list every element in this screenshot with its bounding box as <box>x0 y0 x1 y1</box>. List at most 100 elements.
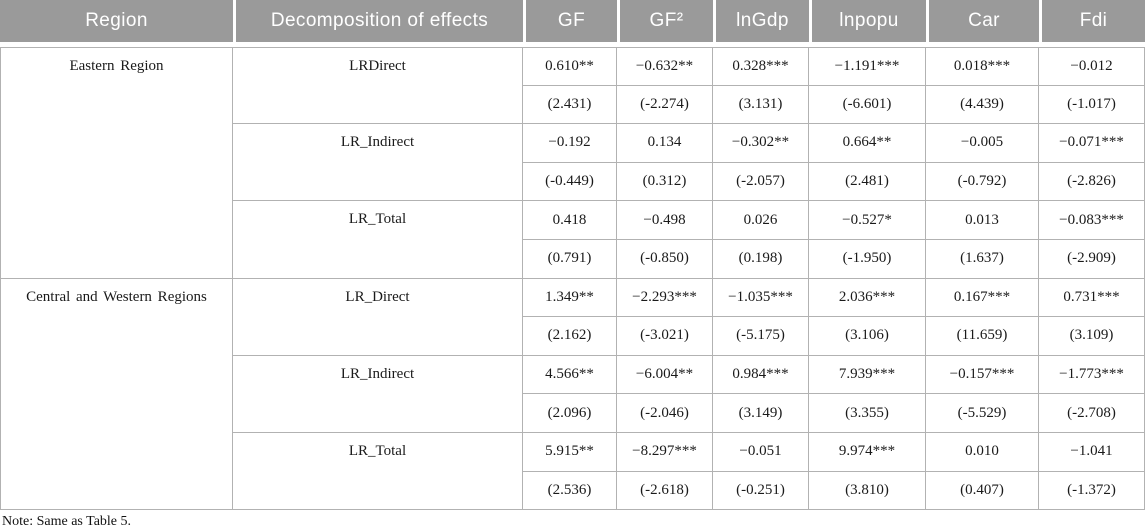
table-row: (-0.449) (0.312) (-2.057) (2.481) (-0.79… <box>0 162 1145 202</box>
effect-label: LRDirect <box>233 47 523 125</box>
coef-cell: 0.010 <box>926 432 1039 472</box>
tstat-cell: (-3.021) <box>617 317 713 356</box>
table-note: Note: Same as Table 5. <box>2 514 132 529</box>
coef-cell: −0.527* <box>809 201 926 240</box>
table-row: LR_Indirect 4.566** −6.004** 0.984*** 7.… <box>0 355 1145 433</box>
tstat-cell: (4.439) <box>926 85 1039 125</box>
tstat-cell: (0.312) <box>617 162 713 202</box>
coef-cell: 0.013 <box>926 201 1039 240</box>
table-row: (2.096) (-2.046) (3.149) (3.355) (-5.529… <box>0 394 1145 433</box>
effect-label: LR_Indirect <box>233 124 523 202</box>
tstat-cell: (2.481) <box>809 162 926 202</box>
tstat-cell: (-6.601) <box>809 85 926 125</box>
header-gf-squared: GF² <box>617 0 713 47</box>
tstat-cell: (2.536) <box>523 471 617 511</box>
tstat-cell: (3.109) <box>1039 317 1145 356</box>
tstat-cell: (-2.057) <box>713 162 809 202</box>
tstat-cell: (0.407) <box>926 471 1039 511</box>
header-car: Car <box>926 0 1039 47</box>
header-lngdp: lnGdp <box>713 0 809 47</box>
tstat-cell: (-0.792) <box>926 162 1039 202</box>
coef-cell: −0.192 <box>523 124 617 163</box>
coef-cell: −1.191*** <box>809 47 926 86</box>
tstat-cell: (-2.708) <box>1039 394 1145 433</box>
coef-cell: −0.498 <box>617 201 713 240</box>
coef-cell: −0.071*** <box>1039 124 1145 163</box>
coef-cell: 9.974*** <box>809 432 926 472</box>
coef-cell: 0.026 <box>713 201 809 240</box>
coef-cell: −0.083*** <box>1039 201 1145 240</box>
coef-cell: −2.293*** <box>617 278 713 318</box>
tstat-cell: (-2.618) <box>617 471 713 511</box>
coef-cell: 0.610** <box>523 47 617 86</box>
header-lnpopu: lnpopu <box>809 0 926 47</box>
tstat-cell: (-2.909) <box>1039 239 1145 279</box>
tstat-cell: (2.431) <box>523 85 617 125</box>
header-region: Region <box>0 0 233 47</box>
table-row: LR_Total 5.915** −8.297*** −0.051 9.974*… <box>0 432 1145 511</box>
coef-cell: 0.664** <box>809 124 926 163</box>
coef-cell: −0.012 <box>1039 47 1145 86</box>
tstat-cell: (0.791) <box>523 239 617 279</box>
region-label: Central and Western Regions <box>0 278 233 511</box>
tstat-cell: (-2.046) <box>617 394 713 433</box>
coef-cell: 4.566** <box>523 355 617 395</box>
tstat-cell: (-0.449) <box>523 162 617 202</box>
header-fdi: Fdi <box>1039 0 1145 47</box>
coef-cell: 0.418 <box>523 201 617 240</box>
effect-label: LR_Direct <box>233 278 523 356</box>
tstat-cell: (1.637) <box>926 239 1039 279</box>
coef-cell: 7.939*** <box>809 355 926 395</box>
table-row: Eastern Region LRDirect 0.610** −0.632**… <box>0 47 1145 279</box>
header-gf: GF <box>523 0 617 47</box>
tstat-cell: (3.149) <box>713 394 809 433</box>
coef-cell: 0.984*** <box>713 355 809 395</box>
tstat-cell: (-1.017) <box>1039 85 1145 125</box>
coef-cell: 5.915** <box>523 432 617 472</box>
tstat-cell: (-2.274) <box>617 85 713 125</box>
table-row: (2.431) (-2.274) (3.131) (-6.601) (4.439… <box>0 85 1145 125</box>
effect-label: LR_Total <box>233 432 523 511</box>
effect-label: LR_Indirect <box>233 355 523 433</box>
region-label: Eastern Region <box>0 47 233 279</box>
tstat-cell: (-2.826) <box>1039 162 1145 202</box>
coef-cell: 1.349** <box>523 278 617 318</box>
coef-cell: −6.004** <box>617 355 713 395</box>
coef-cell: 0.018*** <box>926 47 1039 86</box>
table-row: (2.162) (-3.021) (-5.175) (3.106) (11.65… <box>0 317 1145 356</box>
table-row: (0.791) (-0.850) (0.198) (-1.950) (1.637… <box>0 239 1145 279</box>
table-header-row: Region Decomposition of effects GF GF² l… <box>0 0 1145 47</box>
coef-cell: −1.773*** <box>1039 355 1145 395</box>
tstat-cell: (3.355) <box>809 394 926 433</box>
tstat-cell: (-1.372) <box>1039 471 1145 511</box>
coef-cell: −0.005 <box>926 124 1039 163</box>
results-table: Region Decomposition of effects GF GF² l… <box>0 0 1145 511</box>
tstat-cell: (2.096) <box>523 394 617 433</box>
tstat-cell: (3.106) <box>809 317 926 356</box>
coef-cell: 0.134 <box>617 124 713 163</box>
tstat-cell: (-5.529) <box>926 394 1039 433</box>
coef-cell: −0.302** <box>713 124 809 163</box>
header-decomposition: Decomposition of effects <box>233 0 523 47</box>
tstat-cell: (11.659) <box>926 317 1039 356</box>
coef-cell: 2.036*** <box>809 278 926 318</box>
tstat-cell: (3.131) <box>713 85 809 125</box>
tstat-cell: (2.162) <box>523 317 617 356</box>
coef-cell: −0.051 <box>713 432 809 472</box>
effect-label: LR_Total <box>233 201 523 279</box>
coef-cell: −1.041 <box>1039 432 1145 472</box>
tstat-cell: (-0.850) <box>617 239 713 279</box>
coef-cell: −8.297*** <box>617 432 713 472</box>
coef-cell: −1.035*** <box>713 278 809 318</box>
tstat-cell: (-1.950) <box>809 239 926 279</box>
coef-cell: 0.167*** <box>926 278 1039 318</box>
tstat-cell: (-5.175) <box>713 317 809 356</box>
coef-cell: −0.157*** <box>926 355 1039 395</box>
coef-cell: 0.731*** <box>1039 278 1145 318</box>
coef-cell: 0.328*** <box>713 47 809 86</box>
tstat-cell: (0.198) <box>713 239 809 279</box>
table-row: LR_Total 0.418 −0.498 0.026 −0.527* 0.01… <box>0 201 1145 279</box>
tstat-cell: (3.810) <box>809 471 926 511</box>
coef-cell: −0.632** <box>617 47 713 86</box>
